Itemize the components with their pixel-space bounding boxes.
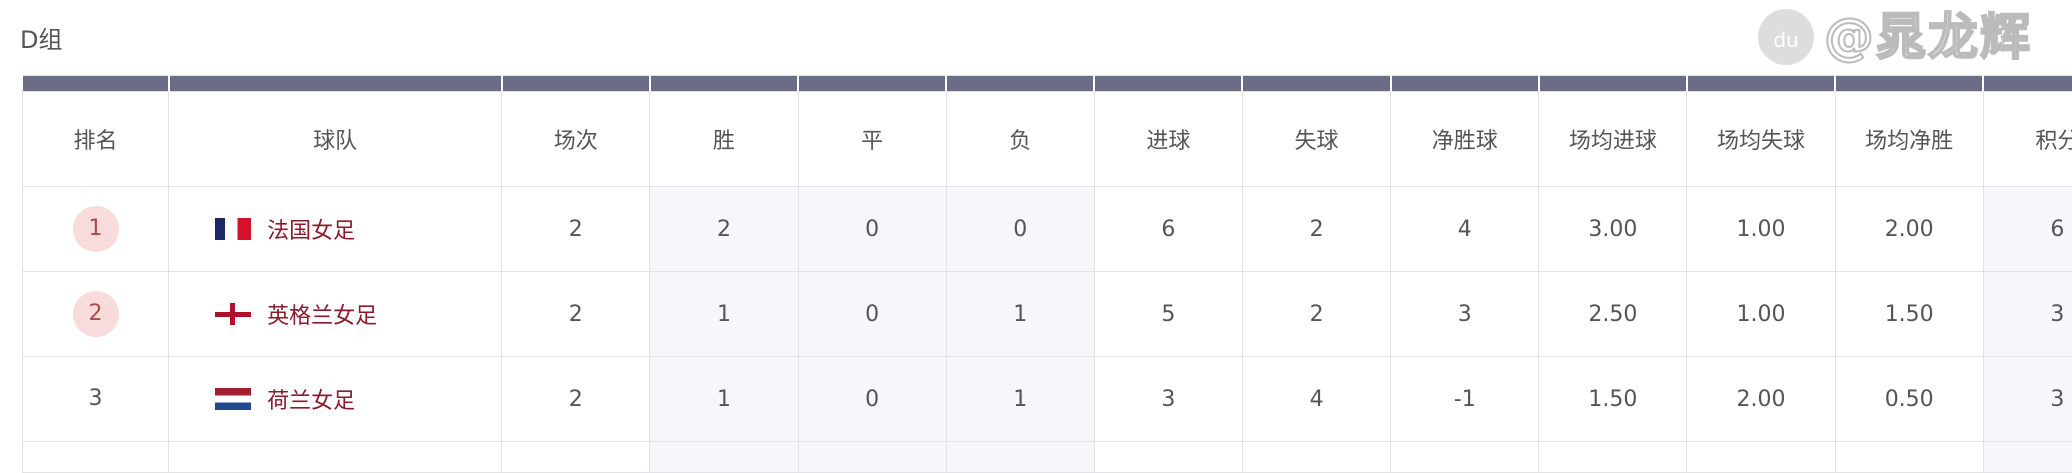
table-row bbox=[23, 442, 2072, 473]
points: 6 bbox=[1983, 187, 2072, 272]
avg-goals-against: 1.00 bbox=[1687, 272, 1835, 357]
col-header-played: 场次 bbox=[502, 92, 650, 187]
won: 1 bbox=[650, 357, 798, 442]
played: 2 bbox=[502, 187, 650, 272]
watermark-group: du @晁龙辉 bbox=[1758, 6, 2032, 68]
goal-diff: -1 bbox=[1391, 357, 1539, 442]
team-name: 荷兰女足 bbox=[267, 383, 355, 415]
avg-goal-diff: 2.00 bbox=[1835, 187, 1983, 272]
goals-for: 6 bbox=[1094, 187, 1242, 272]
france-flag-icon bbox=[215, 218, 251, 240]
draw: 0 bbox=[798, 187, 946, 272]
table-row: 3 荷兰女足 2 1 0 1 3 4 -1 1.50 2.00 0.50 3 bbox=[23, 357, 2072, 442]
england-flag-icon bbox=[215, 303, 251, 325]
played: 2 bbox=[502, 357, 650, 442]
col-header-goals-for: 进球 bbox=[1094, 92, 1242, 187]
col-header-points: 积分 bbox=[1983, 92, 2072, 187]
col-header-goals-against: 失球 bbox=[1242, 92, 1390, 187]
avg-goals-against: 2.00 bbox=[1687, 357, 1835, 442]
col-header-won: 胜 bbox=[650, 92, 798, 187]
team-link[interactable]: 荷兰女足 bbox=[169, 383, 501, 415]
rank-badge: 1 bbox=[73, 206, 119, 252]
team-link[interactable]: 英格兰女足 bbox=[169, 298, 501, 330]
col-header-lost: 负 bbox=[946, 92, 1094, 187]
lost: 0 bbox=[946, 187, 1094, 272]
won: 1 bbox=[650, 272, 798, 357]
points: 3 bbox=[1983, 357, 2072, 442]
col-header-avg-goal-diff: 场均净胜 bbox=[1835, 92, 1983, 187]
avg-goal-diff: 1.50 bbox=[1835, 272, 1983, 357]
avg-goals-against: 1.00 bbox=[1687, 187, 1835, 272]
col-header-avg-goals-against: 场均失球 bbox=[1687, 92, 1835, 187]
avg-goal-diff: 0.50 bbox=[1835, 357, 1983, 442]
goals-for: 5 bbox=[1094, 272, 1242, 357]
lost: 1 bbox=[946, 357, 1094, 442]
goals-against: 2 bbox=[1242, 272, 1390, 357]
draw: 0 bbox=[798, 357, 946, 442]
goal-diff: 3 bbox=[1391, 272, 1539, 357]
col-header-avg-goals-for: 场均进球 bbox=[1539, 92, 1687, 187]
col-header-rank: 排名 bbox=[23, 92, 169, 187]
avg-goals-for: 2.50 bbox=[1539, 272, 1687, 357]
team-link[interactable]: 法国女足 bbox=[169, 213, 501, 245]
table-row: 2 英格兰女足 2 1 0 1 5 2 3 2.50 1.00 1.50 3 bbox=[23, 272, 2072, 357]
points: 3 bbox=[1983, 272, 2072, 357]
goal-diff: 4 bbox=[1391, 187, 1539, 272]
rank-badge: 3 bbox=[73, 376, 119, 422]
baidu-paw-icon: du bbox=[1758, 9, 1814, 65]
watermark: @晁龙辉 bbox=[1824, 7, 2032, 67]
team-name: 英格兰女足 bbox=[267, 298, 377, 330]
goals-for: 3 bbox=[1094, 357, 1242, 442]
netherlands-flag-icon bbox=[215, 388, 251, 410]
col-header-draw: 平 bbox=[798, 92, 946, 187]
table-row: 1 法国女足 2 2 0 0 6 2 4 3.00 1.00 2.00 6 bbox=[23, 187, 2072, 272]
avg-goals-for: 3.00 bbox=[1539, 187, 1687, 272]
team-name: 法国女足 bbox=[267, 213, 355, 245]
rank-badge: 2 bbox=[73, 291, 119, 337]
header-row: 排名 球队 场次 胜 平 负 进球 失球 净胜球 场均进球 场均失球 场均净胜 … bbox=[23, 92, 2072, 187]
group-title: D组 bbox=[20, 20, 62, 55]
draw: 0 bbox=[798, 272, 946, 357]
played: 2 bbox=[502, 272, 650, 357]
standings-table: 排名 球队 场次 胜 平 负 进球 失球 净胜球 场均进球 场均失球 场均净胜 … bbox=[22, 75, 2072, 473]
goals-against: 2 bbox=[1242, 187, 1390, 272]
col-header-team: 球队 bbox=[169, 92, 502, 187]
avg-goals-for: 1.50 bbox=[1539, 357, 1687, 442]
col-header-goal-diff: 净胜球 bbox=[1391, 92, 1539, 187]
goals-against: 4 bbox=[1242, 357, 1390, 442]
header-bar bbox=[23, 76, 2072, 92]
won: 2 bbox=[650, 187, 798, 272]
lost: 1 bbox=[946, 272, 1094, 357]
